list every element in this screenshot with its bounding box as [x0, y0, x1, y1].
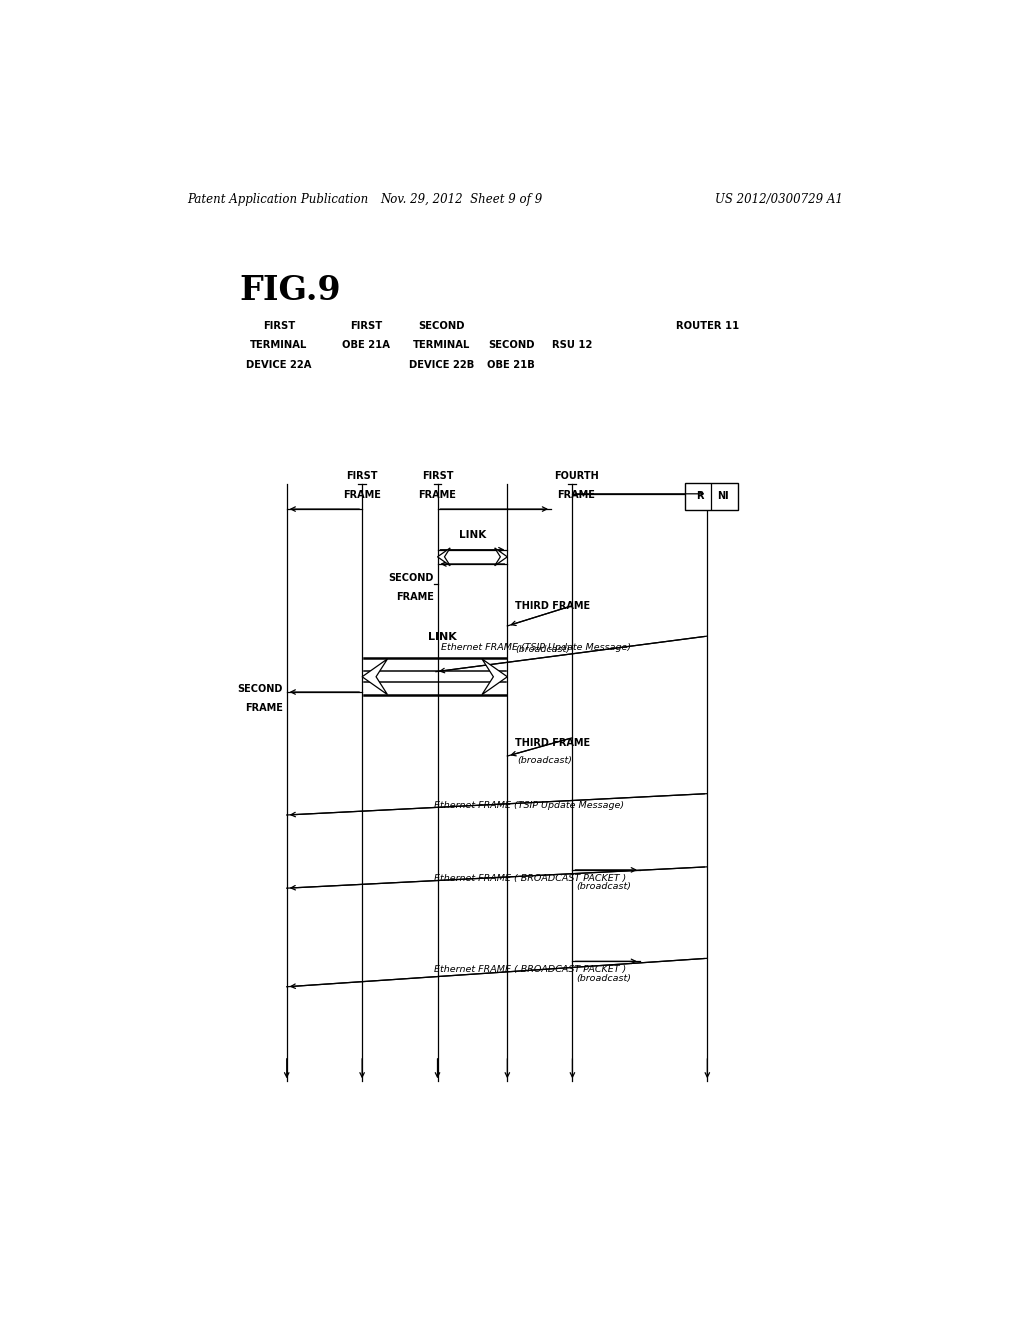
Text: DEVICE 22A: DEVICE 22A [246, 359, 311, 370]
Text: R: R [696, 491, 703, 502]
Text: FIRST: FIRST [350, 321, 382, 331]
Text: Ethernet FRAME (TSIP Update Message): Ethernet FRAME (TSIP Update Message) [441, 643, 632, 652]
Text: THIRD FRAME: THIRD FRAME [515, 738, 591, 748]
Text: LINK: LINK [459, 529, 486, 540]
Text: FOURTH: FOURTH [554, 471, 599, 480]
Text: (broadcast): (broadcast) [577, 974, 632, 982]
FancyBboxPatch shape [685, 483, 738, 510]
Text: FIRST: FIRST [422, 471, 454, 480]
Text: US 2012/0300729 A1: US 2012/0300729 A1 [715, 193, 843, 206]
Text: NI: NI [717, 491, 728, 502]
Text: Ethernet FRAME ( BROADCAST PACKET ): Ethernet FRAME ( BROADCAST PACKET ) [433, 965, 626, 974]
Text: FIRST: FIRST [263, 321, 295, 331]
Text: Nov. 29, 2012  Sheet 9 of 9: Nov. 29, 2012 Sheet 9 of 9 [380, 193, 543, 206]
Text: DEVICE 22B: DEVICE 22B [409, 359, 474, 370]
Text: Ethernet FRAME ( BROADCAST PACKET ): Ethernet FRAME ( BROADCAST PACKET ) [433, 874, 626, 883]
Text: FIRST: FIRST [346, 471, 378, 480]
Text: FIG.9: FIG.9 [240, 275, 341, 308]
Text: FRAME: FRAME [343, 490, 381, 500]
Text: (broadcast): (broadcast) [577, 882, 632, 891]
Text: OBE 21B: OBE 21B [487, 359, 536, 370]
Text: SECOND: SECOND [418, 321, 465, 331]
Text: ROUTER 11: ROUTER 11 [676, 321, 739, 331]
Text: Patent Application Publication: Patent Application Publication [187, 193, 369, 206]
Text: Ethernet FRAME (TSIP Update Message): Ethernet FRAME (TSIP Update Message) [433, 801, 624, 809]
Text: LINK: LINK [428, 632, 457, 643]
Text: SECOND: SECOND [488, 341, 535, 350]
Polygon shape [437, 548, 451, 566]
Text: FRAME: FRAME [419, 490, 457, 500]
Text: OBE 21A: OBE 21A [342, 341, 390, 350]
Text: FRAME: FRAME [557, 490, 595, 500]
Text: SECOND: SECOND [388, 573, 433, 583]
Text: FRAME: FRAME [245, 704, 283, 713]
Text: SECOND: SECOND [238, 684, 283, 694]
Text: THIRD FRAME: THIRD FRAME [515, 601, 591, 611]
Polygon shape [495, 548, 507, 566]
Text: TERMINAL: TERMINAL [413, 341, 470, 350]
Text: FRAME: FRAME [395, 593, 433, 602]
Text: TERMINAL: TERMINAL [250, 341, 307, 350]
Polygon shape [362, 659, 387, 694]
Polygon shape [482, 659, 507, 694]
Text: RSU 12: RSU 12 [552, 341, 593, 350]
Text: (broadcast): (broadcast) [517, 756, 571, 766]
Text: (broadcast): (broadcast) [515, 645, 570, 655]
